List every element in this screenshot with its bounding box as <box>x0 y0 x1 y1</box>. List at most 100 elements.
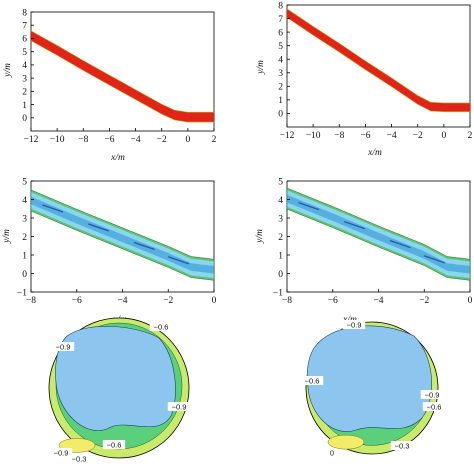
panel-f-contour-label-bg <box>327 448 337 457</box>
panel-c-ytick-label: 3 <box>22 214 27 224</box>
panel-c-ytick-label: 4 <box>22 196 27 206</box>
panel-b-frame <box>286 4 471 128</box>
panel-e-contour-label: −0.6 <box>107 441 122 450</box>
panel-d-xtick-label: 0 <box>468 296 473 306</box>
panel-b-trajectory-plot: −12 −10 −8 −6 −4 −2 0 2 0 1 2 3 4 5 6 7 8 x/m y/m <box>256 1 473 158</box>
panel-b-plot-area: −12 −10 −8 −6 −4 −2 0 2 0 1 2 3 4 5 6 7 8 <box>278 1 472 141</box>
panel-a-ytick-label: 4 <box>22 61 27 71</box>
panel-f-contour-label-bg <box>420 390 444 399</box>
panel-a-ytick-label: 7 <box>22 22 27 32</box>
panel-f-contour-label: −0.6 <box>305 377 320 386</box>
panel-f-core-contour <box>306 325 432 432</box>
panel-a-xlabel: x/m <box>110 153 125 163</box>
panel-b-ytick-label: 4 <box>278 56 283 66</box>
panel-c-ytick-label: −1 <box>17 288 27 298</box>
panel-b-band-edge <box>287 8 470 113</box>
panel-a-xtick-label: −10 <box>50 135 65 145</box>
panel-c-xtick-label: 0 <box>212 296 217 306</box>
panel-a-ytick-label: 0 <box>22 114 27 124</box>
panel-b-xlabel: x/m <box>367 148 382 158</box>
panel-c-plot-area: −8 −6 −4 −2 0 −1 0 1 2 3 4 5 <box>17 177 217 306</box>
panel-c-xtick-label: −6 <box>72 296 82 306</box>
panel-f-cross-section-contour: −0.9 −0.6 −0.9 −0.6 −0.3 0 <box>300 320 446 458</box>
panel-c-xtick-label: −8 <box>26 296 36 306</box>
panel-b-ytick-label: 3 <box>278 69 283 79</box>
panel-c-inner-band <box>31 196 214 274</box>
panel-e-contour-label-bg <box>149 322 173 331</box>
panel-b-ytick-label: 5 <box>278 42 283 52</box>
panel-b-ytick-label: 2 <box>278 83 283 93</box>
panel-e-contour-label-bg <box>49 448 73 457</box>
panel-b-trajectory-band <box>287 9 470 112</box>
panel-e-contour-label: −0.9 <box>172 403 187 412</box>
panel-d-ytick-label: 1 <box>278 251 283 261</box>
panel-f-contour-label: −0.3 <box>395 442 410 451</box>
panel-e-contour-label: −0.3 <box>72 455 87 464</box>
panel-a-xtick-label: −2 <box>157 135 167 145</box>
panel-f-contour-label: −0.9 <box>425 391 440 400</box>
panel-a-ytick-label: 1 <box>22 101 27 111</box>
panel-b-xtick-label: −12 <box>280 131 295 141</box>
panel-d-ytick-label: 0 <box>278 270 283 280</box>
panel-b-ytick-label: 0 <box>278 110 283 120</box>
panel-b-ytick-label: 6 <box>278 28 283 38</box>
panel-d-xtick-label: −8 <box>282 296 292 306</box>
panel-d-streak <box>424 255 446 264</box>
panel-e-contour-label-bg <box>67 454 91 463</box>
panel-e-contour-label: −0.6 <box>154 323 169 332</box>
panel-e-contour-label: −0.9 <box>56 343 71 352</box>
panel-d-ylabel: y/m <box>255 229 265 244</box>
panel-a-xtick-label: 2 <box>212 135 217 145</box>
panel-f-hot-spot <box>327 434 365 450</box>
panel-e-core-contour <box>55 326 176 431</box>
panel-c-ytick-label: 1 <box>22 251 27 261</box>
panel-c-xtick-label: −2 <box>163 296 173 306</box>
panel-c-streak <box>168 256 190 265</box>
panel-b-xtick-label: −4 <box>387 131 397 141</box>
panel-e-contour-label-bg <box>102 440 126 449</box>
panel-e-contour-label: −0.9 <box>54 449 69 458</box>
panel-b-ytick-label: 8 <box>278 1 283 11</box>
panel-d-ytick-label: 5 <box>278 177 283 187</box>
panel-a-frame <box>30 11 215 132</box>
panel-c-xtick-label: −4 <box>117 296 127 306</box>
panel-f-contour-label-bg <box>422 402 446 411</box>
panel-c-streak <box>133 241 155 251</box>
panel-a-ytick-label: 8 <box>22 8 27 18</box>
panel-b-xtick-label: 2 <box>468 131 473 141</box>
panel-a-xtick-label: −12 <box>24 135 39 145</box>
panel-a-trajectory-band <box>31 31 214 122</box>
panel-b-xtick-label: −2 <box>413 131 423 141</box>
panel-c-streak <box>42 204 64 213</box>
panel-c-band-outline <box>30 189 215 281</box>
panel-b-xtick-label: −10 <box>306 131 321 141</box>
panel-a-ytick-label: 5 <box>22 48 27 58</box>
panel-a-ylabel: y/m <box>3 63 13 78</box>
panel-d-inner-band <box>287 194 470 274</box>
panel-f-contour-label: 0 <box>330 449 334 458</box>
panel-a-ytick-label: 6 <box>22 35 27 45</box>
panel-f-contour-label-bg <box>300 376 324 385</box>
panel-f-contour-label: −0.9 <box>347 321 362 330</box>
panel-b-xtick-label: −6 <box>360 131 370 141</box>
panel-a-trajectory-plot: −12 −10 −8 −6 −4 −2 0 2 0 1 2 3 4 5 6 7 8 x/m y/m <box>3 8 217 163</box>
panel-e-cross-section-contour: −0.6−0.9−0.9−0.9−0.3−0.6 <box>48 317 191 464</box>
panel-f-contour-label-bg <box>342 320 366 329</box>
panel-a-xtick-label: 0 <box>185 135 190 145</box>
panel-a-xtick-label: −4 <box>131 135 141 145</box>
panel-b-xtick-label: −8 <box>334 131 344 141</box>
panel-e-plot-area: −0.6−0.9−0.9−0.9−0.3−0.6 <box>48 317 191 464</box>
panel-d-band-outline <box>286 187 471 281</box>
panel-c-streak <box>87 223 110 232</box>
panel-c-ylabel: y/m <box>2 229 12 244</box>
panel-d-xtick-label: −2 <box>419 296 429 306</box>
panel-d-streak <box>298 201 320 211</box>
panel-d-xtick-label: −4 <box>373 296 383 306</box>
panel-f-contour-label: −0.6 <box>427 403 442 412</box>
panel-b-xtick-label: 0 <box>441 131 446 141</box>
panel-f-contour-label-bg <box>390 441 414 450</box>
panel-b-ytick-label: 1 <box>278 96 283 106</box>
